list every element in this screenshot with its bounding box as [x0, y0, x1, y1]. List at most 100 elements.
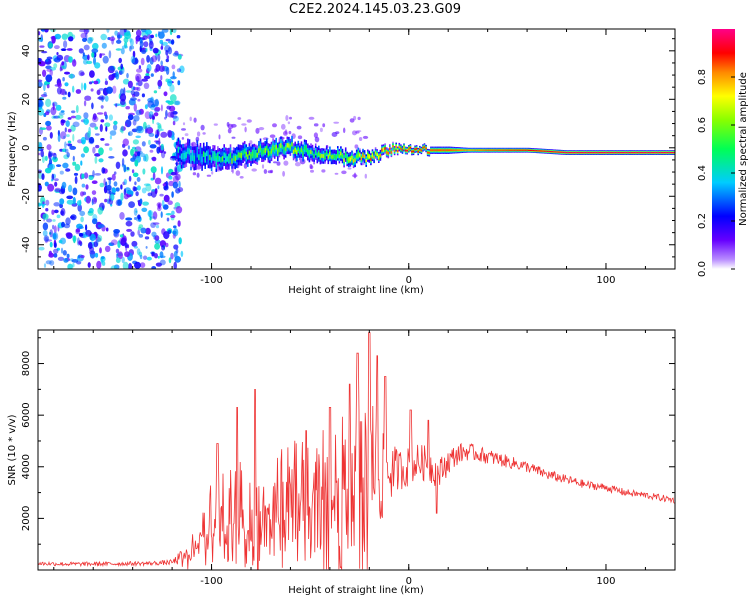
snr-y-tick-label: 8000 [21, 351, 32, 376]
noise-speckle [172, 52, 180, 57]
noise-speckle [109, 130, 117, 136]
trace-cell [534, 150, 536, 152]
noise-speckle [94, 252, 99, 258]
trace-cell [561, 151, 563, 153]
trace-cell [452, 149, 454, 152]
trace-cell [551, 151, 554, 153]
noise-speckle [362, 135, 369, 139]
noise-speckle [176, 255, 180, 262]
noise-speckle [61, 148, 67, 153]
trace-cell [504, 149, 506, 151]
noise-speckle [189, 116, 192, 122]
noise-speckle [125, 217, 133, 221]
noise-speckle [48, 43, 53, 48]
noise-speckle [112, 85, 117, 94]
trace-cell [510, 149, 513, 151]
noise-speckle [130, 157, 136, 162]
noise-speckle [60, 110, 65, 113]
snr-y-tick-label: 4000 [21, 454, 32, 479]
trace-cell [242, 150, 244, 156]
noise-speckle [97, 235, 103, 242]
noise-speckle [49, 229, 53, 238]
trace-cell [286, 143, 289, 148]
noise-speckle [60, 210, 64, 216]
noise-speckle [63, 223, 71, 229]
noise-speckle [163, 231, 170, 240]
noise-speckle [43, 92, 47, 96]
noise-speckle [63, 258, 69, 263]
noise-speckle [143, 75, 151, 80]
trace-cell [581, 152, 584, 154]
noise-speckle [121, 45, 128, 49]
noise-speckle [143, 255, 148, 260]
noise-speckle [150, 34, 154, 39]
noise-speckle [288, 130, 292, 135]
noise-speckle [308, 116, 315, 120]
noise-speckle [72, 59, 77, 67]
trace-cell [316, 153, 319, 158]
noise-speckle [159, 39, 164, 45]
trace-cell [422, 147, 424, 149]
trace-cell [365, 159, 367, 163]
colorbar: 0.0 0.2 0.4 0.6 0.8 Normalized spectral ampl… [697, 29, 749, 277]
noise-speckle [38, 79, 43, 83]
noise-speckle [127, 114, 134, 121]
trace-cell [272, 145, 274, 151]
noise-speckle [52, 232, 59, 241]
noise-speckle [355, 130, 362, 133]
noise-speckle [273, 161, 278, 164]
noise-speckle [150, 166, 157, 174]
noise-speckle [136, 177, 141, 182]
noise-speckle [117, 251, 123, 260]
noise-speckle [135, 109, 142, 116]
noise-speckle [146, 256, 152, 261]
noise-speckle [59, 170, 64, 175]
trace-cell [650, 152, 653, 154]
noise-speckle [294, 162, 301, 167]
noise-speckle [163, 185, 169, 191]
trace-cell [445, 149, 448, 152]
noise-speckle [135, 38, 138, 45]
noise-speckle [310, 169, 314, 173]
noise-speckle [46, 218, 53, 223]
noise-speckle [159, 251, 164, 259]
noise-speckle [144, 29, 152, 35]
noise-speckle [38, 31, 41, 36]
noise-speckle [130, 90, 135, 96]
noise-speckle [181, 128, 186, 131]
trace-cell [302, 151, 304, 156]
trace-cell [237, 152, 240, 158]
trace-cell [646, 152, 648, 154]
noise-speckle [57, 256, 65, 261]
trace-cell [479, 149, 481, 151]
noise-speckle [133, 103, 137, 112]
noise-speckle [142, 168, 146, 175]
noise-speckle [111, 38, 114, 45]
trace-cell [647, 152, 650, 154]
noise-speckle [166, 105, 171, 110]
noise-speckle [49, 132, 53, 139]
noise-speckle [57, 82, 62, 88]
noise-speckle [97, 206, 103, 215]
trace-cell [414, 148, 416, 151]
noise-speckle [131, 169, 135, 174]
trace-cell [280, 143, 282, 148]
trace-cell [501, 149, 503, 151]
trace-cell [187, 147, 189, 154]
noise-speckle [177, 80, 181, 86]
trace-cell [308, 151, 311, 156]
noise-speckle [67, 91, 71, 98]
noise-speckle [119, 237, 126, 246]
trace-cell [395, 146, 397, 149]
noise-speckle [87, 130, 91, 138]
trace-cell [447, 149, 449, 152]
noise-speckle [176, 35, 181, 39]
spectrogram-signal-trace [176, 135, 675, 172]
noise-speckle [237, 117, 242, 120]
trace-cell [562, 151, 565, 153]
trace-cell [520, 149, 522, 151]
trace-cell [475, 149, 478, 151]
noise-speckle [53, 115, 61, 119]
noise-speckle [64, 127, 67, 133]
trace-cell [579, 152, 582, 154]
